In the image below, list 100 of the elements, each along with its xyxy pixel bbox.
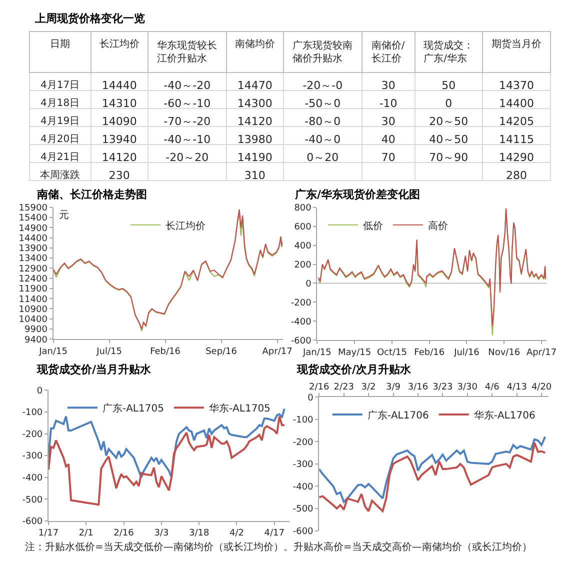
x-tick-label: 2/16 [114,528,134,539]
text: -80～0 [304,114,341,128]
x-tick-label: Sep/16 [206,346,238,357]
y-tick-label: -600 [290,336,312,346]
x-tick-label: 南储均价 [234,38,275,50]
y-tick-label: 9900 [24,325,48,336]
text: 14205 [498,114,534,128]
x-tick-label: 3/16 [408,382,428,393]
x-tick-label: 4/6 [484,382,500,393]
y-tick-label: -400 [292,482,314,492]
y-tick-label: 9400 [24,335,48,346]
legend-label: 广东-AL1705 [102,402,164,415]
text: 14300 [237,96,272,110]
text: -40～0 [304,132,341,146]
y-tick-label: 10900 [18,304,48,315]
y-tick-label: 11900 [18,284,48,295]
y-tick-label: 11400 [18,294,48,305]
chart-title: 南储、长江价格走势图 [36,188,147,201]
y-tick-label: -500 [22,495,43,506]
text: 50 [442,78,456,92]
y-tick-label: -600 [292,526,314,537]
x-tick-label: 长江均价 [99,38,140,50]
x-tick-label: Jul/16 [453,348,480,358]
line-series [48,415,286,506]
y-tick-label: 4月17日 [40,80,80,92]
x-tick-label: Feb/16 [414,348,445,358]
text: 14190 [237,150,272,164]
y-tick-label: 0 [36,386,43,396]
x-tick-label: Nov/16 [488,348,520,358]
legend-label: 华东-AL1705 [208,402,270,415]
y-tick-label: 0 [308,393,314,404]
y-tick-label: 14400 [18,234,48,244]
x-tick-label: 2/23 [334,382,354,393]
y-tick-label: 400 [294,241,312,252]
x-tick-label: Apr/17 [262,346,292,357]
text: 14440 [102,78,137,92]
x-tick-label: 2/1 [78,528,94,539]
text: 40 [381,132,396,146]
y-tick-label: -200 [292,438,314,448]
y-axis-title: 日期 [50,38,70,50]
x-tick-label: 南储价/长江价 [371,40,406,65]
text: 30 [381,114,396,128]
text: 20～50 [429,114,468,128]
text: 310 [244,168,266,182]
chart-title: 现货成交价/当月升贴水 [36,363,152,376]
y-tick-label: 600 [294,222,312,233]
y-tick-label: 4月20日 [40,134,80,146]
text: 230 [108,168,130,182]
y-tick-label: -100 [22,408,43,418]
legend-label: 低价 [362,220,383,232]
y-tick-label: -400 [22,474,43,484]
text: -40～-20 [164,78,211,92]
text: 14290 [498,150,534,164]
legend-label: 高价 [428,220,448,232]
x-tick-label: 4/20 [531,382,552,393]
y-tick-label: 15400 [18,214,48,224]
text: -40～-10 [164,132,211,146]
y-tick-label: 4月21日 [40,152,80,164]
x-tick-label: Oct/15 [376,348,407,358]
text: 14120 [237,114,272,128]
y-tick-label: -600 [22,517,43,528]
x-tick-label: Jan/15 [302,348,332,358]
text: 40～50 [429,132,468,146]
y-tick-label: -200 [290,298,312,308]
x-tick-label: 期货当月价 [491,38,542,50]
y-tick-label: 4月18日 [40,98,80,110]
text: 14120 [102,150,137,164]
x-tick-label: Apr/17 [526,348,557,358]
chart-title: 现货成交价/次月升贴水 [296,363,412,376]
text: 0 [445,96,452,110]
x-tick-label: 广东现货较南储价升贴水 [292,40,353,65]
x-tick-label: Jul/15 [96,346,122,357]
text: -20～-0 [302,78,343,92]
text: -20～20 [166,150,209,164]
x-tick-label: 3/23 [432,382,453,393]
text: 14400 [498,96,534,110]
text: 14115 [498,132,534,146]
x-tick-label: 3/9 [386,382,401,393]
x-tick-label: 3/18 [188,528,210,539]
y-tick-label: 15900 [18,204,48,214]
x-tick-label: Jan/15 [38,346,68,357]
text: -60～-10 [164,96,211,110]
y-tick-label: -300 [292,460,314,470]
y-tick-label: -100 [292,416,314,426]
y-tick-label: 13900 [18,244,48,254]
y-tick-label: 4月19日 [40,116,80,128]
text: 14310 [102,96,137,110]
text: 0～20 [306,150,339,164]
x-tick-label: 3/2 [361,382,376,393]
text: -10 [379,96,398,110]
chart-title: 广东/华东现货价差变化图 [294,188,420,201]
text: 13940 [102,132,137,146]
text: 14470 [237,78,272,92]
text: -50～0 [304,96,341,110]
x-tick-label: 4/13 [506,382,527,393]
x-tick-label: 2/16 [308,382,330,393]
x-tick-label: May/15 [338,348,372,358]
text: 注：升贴水低价=当天成交低价—南储均价（或长江均价）。升贴水高价=当天成交高价—南储均价（或长江均价） [25,541,532,553]
legend-label: 广东-AL1706 [367,409,429,422]
y-tick-label: 13400 [18,254,48,264]
